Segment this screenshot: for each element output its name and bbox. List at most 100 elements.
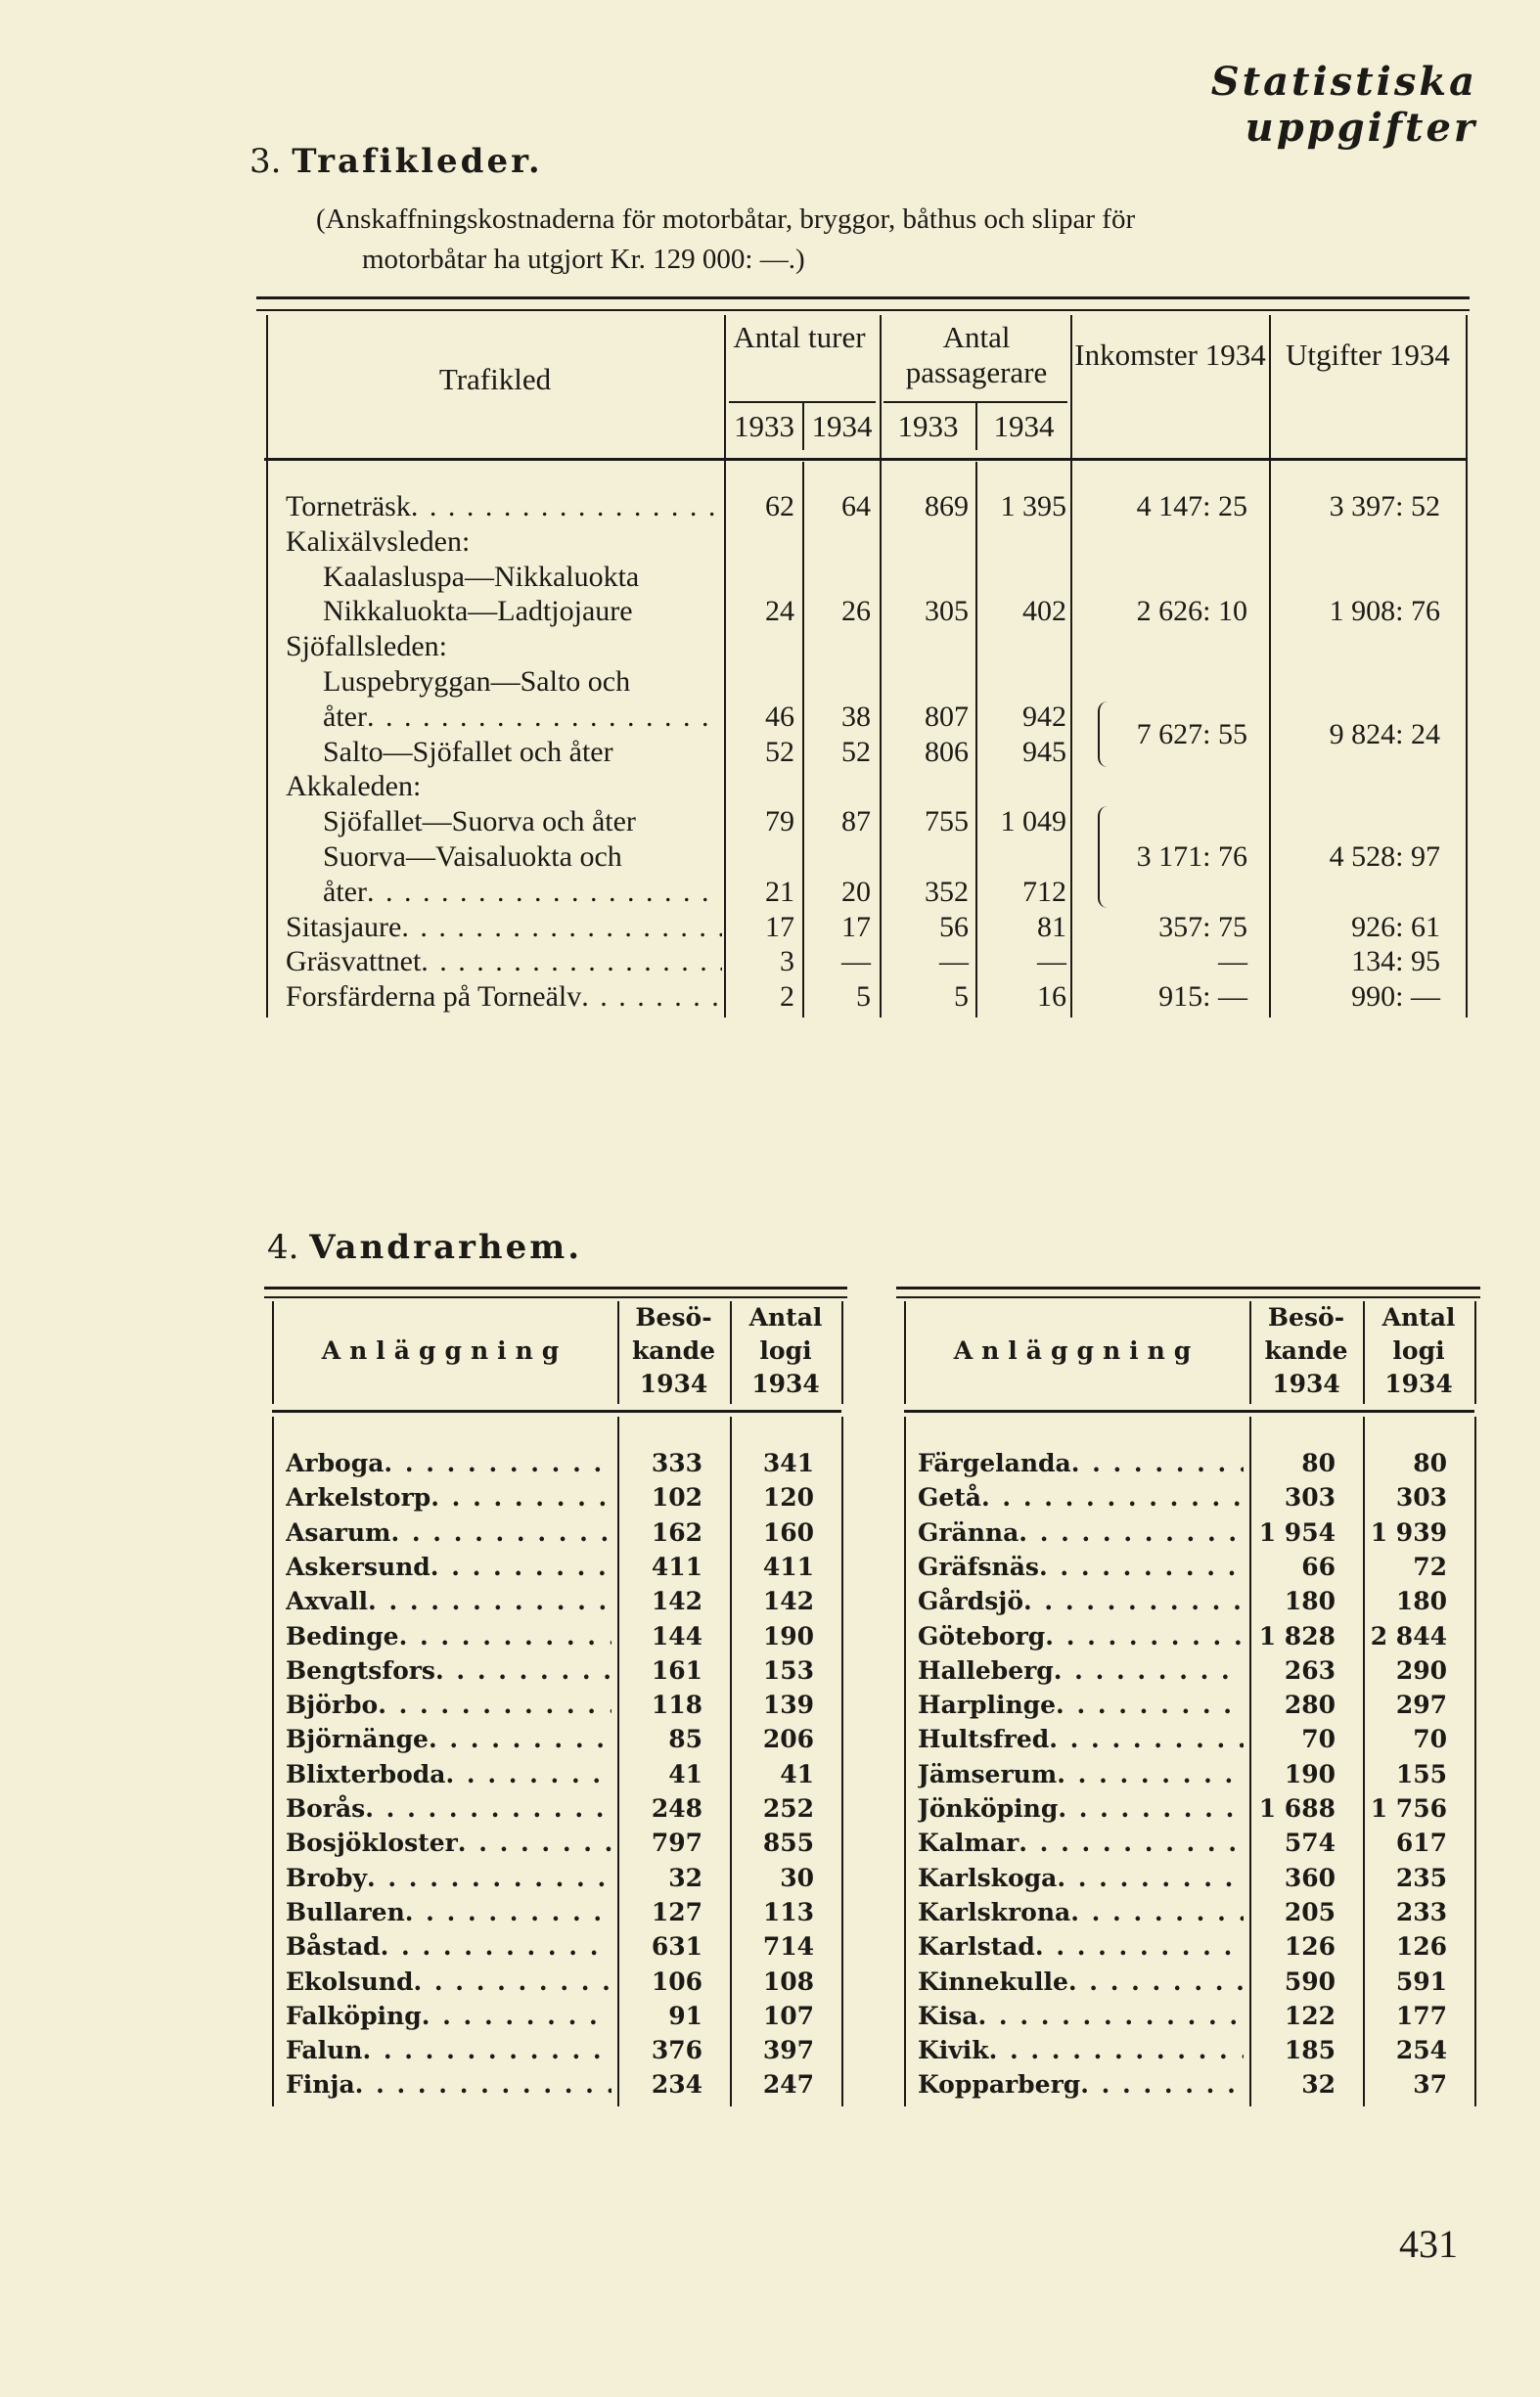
- besokande-value: 32: [668, 1863, 702, 1892]
- column-divider: [904, 1417, 906, 2106]
- row-label: Sitasjaure: [286, 910, 402, 943]
- besokande-value: 333: [651, 1449, 702, 1477]
- trafikled-label: Sitasjaure: [286, 910, 722, 945]
- dot-leader: [435, 1653, 611, 1688]
- antal-logi-value: 235: [1395, 1863, 1447, 1892]
- header-passagerare-1933: 1933: [897, 409, 959, 443]
- dot-leader: [1071, 1446, 1244, 1480]
- section-4-number: 4.: [267, 1228, 299, 1267]
- besokande-value: 41: [668, 1759, 702, 1788]
- dot-leader: [1019, 1826, 1244, 1860]
- anlaggning-name: Axvall: [286, 1584, 611, 1618]
- section-3-note-line2: motorbåtar ha utgjort Kr. 129 000: —.): [362, 244, 805, 275]
- header-antal-logi: 1934: [751, 1370, 820, 1398]
- antal-logi-value: 177: [1395, 2001, 1447, 2030]
- trafikled-label: Suorva—Vaisaluokta och: [323, 839, 722, 875]
- header-anlaggning: Anläggning: [953, 1336, 1200, 1365]
- besokande-value: 574: [1284, 1829, 1336, 1858]
- column-divider: [272, 1417, 274, 2106]
- header-antal-logi: logi: [759, 1336, 812, 1365]
- besokande-value: 162: [651, 1517, 702, 1547]
- trafikled-value: 402: [1022, 595, 1066, 628]
- trafikled-value: 81: [1037, 910, 1066, 943]
- antal-logi-value: 254: [1395, 2036, 1447, 2065]
- trafikled-value: 56: [939, 910, 969, 943]
- row-label: Axvall: [286, 1587, 369, 1616]
- header-besokande: 1934: [639, 1370, 708, 1398]
- dot-leader: [421, 944, 722, 979]
- row-label: Sjöfallet—Suorva och åter: [323, 805, 636, 838]
- anlaggning-name: Falun: [286, 2033, 611, 2067]
- row-label: Bengtsfors: [286, 1655, 435, 1685]
- horizontal-rule: [896, 1287, 1480, 1289]
- dot-leader: [1049, 1722, 1244, 1756]
- anlaggning-name: Blixterboda: [286, 1757, 611, 1791]
- row-label: Bosjökloster: [286, 1829, 458, 1858]
- dot-leader: [378, 1688, 611, 1722]
- trafikled-value: 52: [841, 735, 871, 768]
- dot-leader: [1054, 1653, 1244, 1688]
- antal-logi-value: 180: [1395, 1587, 1447, 1616]
- anlaggning-name: Asarum: [286, 1515, 611, 1550]
- section-3-title: Trafikleder.: [292, 142, 543, 181]
- trafikled-value: 869: [925, 490, 969, 522]
- besokande-value: 32: [1301, 2070, 1336, 2100]
- besokande-value: 205: [1284, 1897, 1336, 1926]
- row-label: Forsfärderna på Torneälv: [286, 980, 582, 1014]
- trafikled-label: Nikkaluokta—Ladtjojaure: [323, 594, 722, 629]
- antal-logi-value: 303: [1395, 1483, 1447, 1513]
- row-label: Borås: [286, 1794, 366, 1823]
- column-divider: [841, 1301, 843, 1404]
- dot-leader: [978, 1999, 1245, 2033]
- horizontal-rule: [264, 1287, 847, 1289]
- anlaggning-name: Halleberg: [918, 1653, 1244, 1688]
- anlaggning-name: Färgelanda: [918, 1446, 1244, 1480]
- header-turer-1933: 1933: [734, 409, 794, 443]
- besokande-value: 161: [651, 1655, 702, 1685]
- anlaggning-name: Ekolsund: [286, 1965, 611, 1999]
- inkomster-value: 357: 75: [1158, 910, 1247, 943]
- header-antal-turer: Antal turer: [733, 320, 866, 354]
- dot-leader: [581, 979, 722, 1015]
- antal-logi-value: 72: [1413, 1552, 1447, 1581]
- row-label: Arkelstorp: [286, 1483, 431, 1513]
- header-besokande: kande: [631, 1336, 716, 1365]
- column-divider: [617, 1301, 619, 1404]
- anlaggning-name: Falköping: [286, 1999, 611, 2033]
- inkomster-value: 3 171: 76: [1136, 840, 1247, 873]
- anlaggning-name: Kivik: [918, 2033, 1244, 2067]
- trafikled-value: 1 049: [1000, 805, 1067, 838]
- antal-logi-value: 297: [1395, 1691, 1447, 1720]
- header-antal-logi: Antal: [1381, 1303, 1456, 1332]
- antal-logi-value: 120: [762, 1483, 814, 1513]
- trafikled-value: 62: [765, 490, 794, 522]
- besokande-value: 797: [651, 1829, 702, 1858]
- section-3-number: 3.: [249, 142, 282, 181]
- trafikled-value: 38: [841, 700, 871, 733]
- trafikled-value: 26: [841, 595, 871, 628]
- dot-leader: [362, 2033, 611, 2067]
- dot-leader: [1019, 1515, 1244, 1550]
- row-label: Göteborg: [918, 1621, 1046, 1651]
- header-antal-logi: logi: [1392, 1336, 1445, 1365]
- horizontal-rule: [264, 1296, 847, 1298]
- row-label: Luspebryggan—Salto och: [323, 665, 631, 698]
- antal-logi-value: 113: [762, 1897, 814, 1926]
- row-label: Kisa: [918, 2001, 978, 2030]
- trafikled-value: 352: [925, 875, 969, 908]
- anlaggning-name: Björbo: [286, 1688, 611, 1722]
- column-divider: [730, 1417, 732, 2106]
- besokande-value: 190: [1284, 1759, 1336, 1788]
- trafikled-value: 712: [1022, 875, 1066, 908]
- antal-logi-value: 2 844: [1370, 1621, 1447, 1651]
- besokande-value: 180: [1284, 1587, 1336, 1616]
- anlaggning-name: Göteborg: [918, 1619, 1244, 1653]
- horizontal-rule: [272, 1410, 841, 1413]
- row-label: Arboga: [286, 1449, 385, 1477]
- besokande-value: 360: [1284, 1863, 1336, 1892]
- antal-logi-value: 160: [762, 1517, 814, 1547]
- trafikled-value: 755: [925, 805, 969, 838]
- trafikled-value: 21: [765, 875, 794, 908]
- row-label: Björnänge: [286, 1725, 429, 1754]
- antal-logi-value: 855: [762, 1829, 814, 1858]
